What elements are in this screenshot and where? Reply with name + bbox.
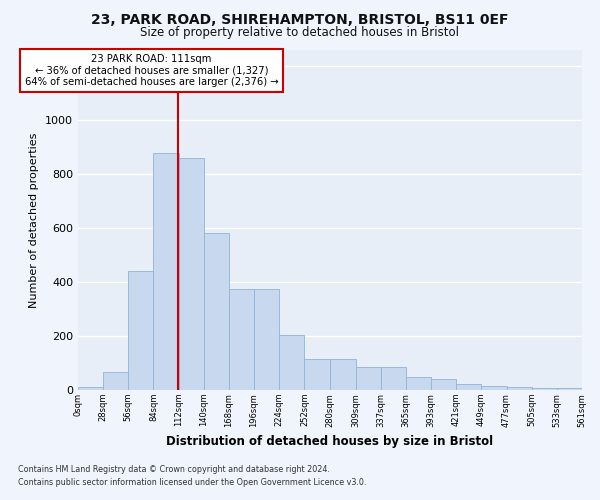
Bar: [356, 367, 381, 390]
Text: 23, PARK ROAD, SHIREHAMPTON, BRISTOL, BS11 0EF: 23, PARK ROAD, SHIREHAMPTON, BRISTOL, BS…: [91, 12, 509, 26]
Bar: [279, 334, 304, 390]
Bar: [406, 376, 431, 390]
Bar: [179, 158, 204, 390]
Bar: [304, 359, 329, 390]
Text: 23 PARK ROAD: 111sqm
← 36% of detached houses are smaller (1,327)
64% of semi-de: 23 PARK ROAD: 111sqm ← 36% of detached h…: [25, 54, 278, 87]
Bar: [481, 386, 506, 390]
Bar: [506, 387, 532, 390]
Bar: [532, 388, 557, 390]
Bar: [329, 359, 356, 390]
Bar: [204, 234, 229, 390]
Bar: [431, 379, 456, 390]
Bar: [154, 152, 179, 390]
Bar: [128, 272, 154, 390]
Bar: [229, 289, 254, 390]
Bar: [557, 388, 582, 390]
Text: Size of property relative to detached houses in Bristol: Size of property relative to detached ho…: [140, 26, 460, 39]
Bar: [381, 367, 406, 390]
Text: Contains HM Land Registry data © Crown copyright and database right 2024.: Contains HM Land Registry data © Crown c…: [18, 466, 330, 474]
Bar: [254, 289, 279, 390]
Bar: [103, 372, 128, 390]
Bar: [456, 384, 481, 390]
Y-axis label: Number of detached properties: Number of detached properties: [29, 132, 40, 308]
Text: Contains public sector information licensed under the Open Government Licence v3: Contains public sector information licen…: [18, 478, 367, 487]
X-axis label: Distribution of detached houses by size in Bristol: Distribution of detached houses by size …: [166, 435, 494, 448]
Bar: [78, 387, 103, 390]
